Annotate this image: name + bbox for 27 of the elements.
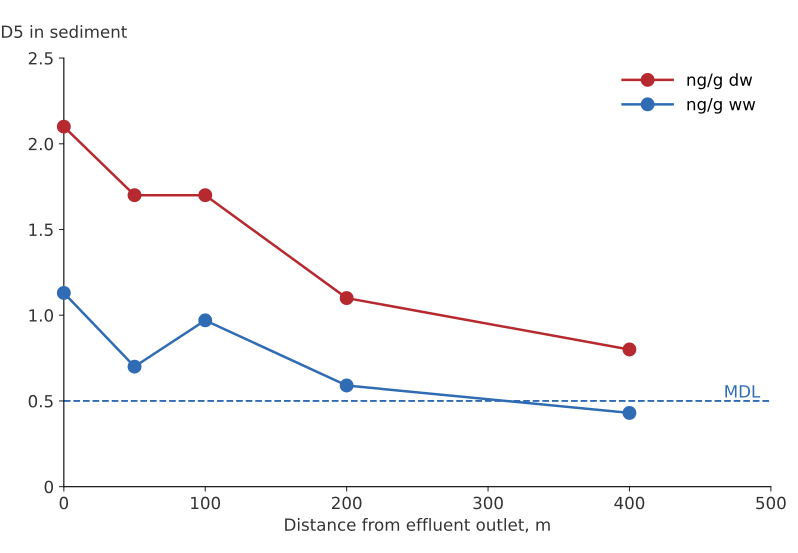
x-tick-label: 300 <box>473 496 503 510</box>
point <box>56 286 71 300</box>
x-tick-label: 200 <box>332 496 362 510</box>
y-tick-label: 1.5 <box>29 224 53 236</box>
point <box>622 342 636 356</box>
x-tick-label: 400 <box>614 496 644 510</box>
legend-label: ng/g dw <box>687 73 752 90</box>
y-tick-label: 1.0 <box>29 309 54 322</box>
y-tick-label: 0 <box>44 480 54 494</box>
point <box>128 360 142 374</box>
point <box>198 313 212 328</box>
legend-label: ng/g ww <box>687 98 756 114</box>
point <box>56 120 71 134</box>
y-tick-label: 2.5 <box>28 52 53 65</box>
point <box>340 378 354 392</box>
x-tick-label: 500 <box>756 496 786 510</box>
x-axis-title: Distance from effluent outlet, m <box>285 518 550 533</box>
x-tick-label: 100 <box>191 496 220 510</box>
point <box>198 188 212 202</box>
point <box>622 406 636 420</box>
y-tick-label: 2.0 <box>28 138 54 150</box>
ref-line-label: MDL <box>725 385 760 398</box>
y-tick-label: 0.5 <box>28 394 53 408</box>
y-axis-title: D5 in sediment <box>2 25 127 38</box>
point <box>128 188 142 202</box>
x-tick-label: 0 <box>60 496 68 510</box>
point <box>340 291 354 306</box>
